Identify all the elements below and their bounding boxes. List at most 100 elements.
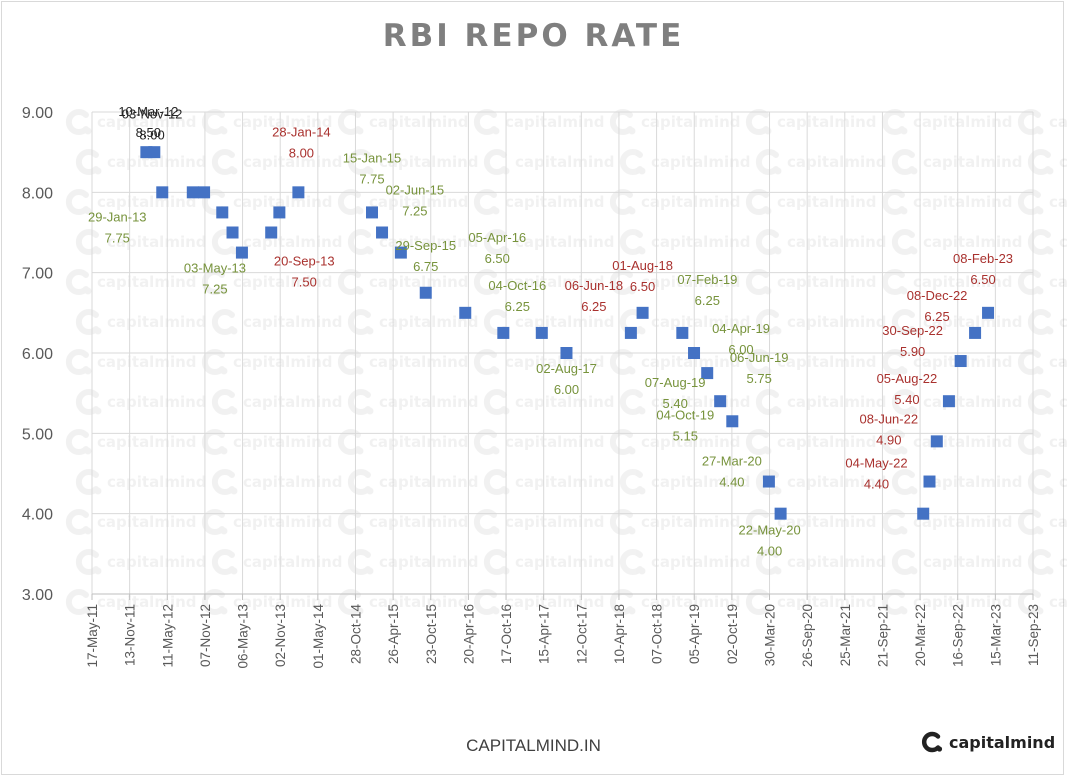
svg-text:capitalmind: capitalmind <box>243 393 343 411</box>
svg-text:capitalmind: capitalmind <box>787 553 887 571</box>
watermark-tile: capitalmind <box>65 109 197 135</box>
svg-text:capitalmind: capitalmind <box>243 233 343 251</box>
watermark-tile: capitalmind <box>347 389 479 415</box>
svg-text:capitalmind: capitalmind <box>505 433 605 451</box>
watermark-tile: capitalmind <box>75 549 207 575</box>
data-point-marker <box>292 186 305 199</box>
watermark-tile: capitalmind <box>881 109 1013 135</box>
svg-text:capitalmind: capitalmind <box>641 513 741 531</box>
svg-text:capitalmind: capitalmind <box>505 593 605 611</box>
data-label-date: 02-Jun-15 <box>386 183 445 198</box>
data-label-value: 6.50 <box>630 279 655 294</box>
data-point-marker <box>226 226 239 239</box>
svg-text:capitalmind: capitalmind <box>505 353 605 371</box>
data-label-date: 29-Jan-13 <box>88 209 147 224</box>
data-point-marker <box>273 206 286 219</box>
svg-text:capitalmind: capitalmind <box>1049 273 1067 291</box>
watermark-tile: capitalmind <box>473 589 605 615</box>
watermark-tile: capitalmind <box>755 149 887 175</box>
svg-text:capitalmind: capitalmind <box>107 553 207 571</box>
data-point-marker <box>624 326 637 339</box>
watermark-tile: capitalmind <box>609 189 741 215</box>
data-point-marker <box>930 435 943 448</box>
data-label: 04-May-22 4.40 <box>845 456 907 492</box>
watermark-tile: capitalmind <box>65 589 197 615</box>
svg-text:capitalmind: capitalmind <box>515 553 615 571</box>
data-label-value: 7.25 <box>402 204 427 219</box>
data-label-value: 4.40 <box>864 477 889 492</box>
chart-title: RBI REPO RATE <box>382 18 685 54</box>
watermark-tile: capitalmind <box>337 589 469 615</box>
svg-text:capitalmind: capitalmind <box>923 233 1023 251</box>
watermark-tile: capitalmind <box>347 149 479 175</box>
svg-text:capitalmind: capitalmind <box>651 313 751 331</box>
data-label-value: 6.50 <box>970 272 995 287</box>
data-label-date: 04-Oct-19 <box>656 407 714 422</box>
data-label-date: 05-Apr-16 <box>468 230 526 245</box>
svg-text:capitalmind: capitalmind <box>777 433 877 451</box>
x-tick-label: 15-Apr-17 <box>537 604 552 664</box>
data-point-marker <box>265 226 278 239</box>
data-label: 15-Jan-15 7.75 <box>343 150 402 186</box>
svg-text:capitalmind: capitalmind <box>243 553 343 571</box>
data-label: 01-Aug-18 6.50 <box>612 258 673 294</box>
watermark-tile: capitalmind <box>65 429 197 455</box>
data-point-marker <box>376 226 389 239</box>
data-label: 20-Sep-13 7.50 <box>274 254 335 290</box>
svg-text:capitalmind: capitalmind <box>369 433 469 451</box>
watermark-tile: capitalmind <box>745 429 877 455</box>
svg-text:capitalmind: capitalmind <box>641 593 741 611</box>
watermark-tile: capitalmind <box>483 229 615 255</box>
svg-text:capitalmind: capitalmind <box>97 433 197 451</box>
axis-layer: 3.00 4.00 5.00 6.00 7.00 8.00 9.00 17-May-11 13-… <box>22 105 1041 669</box>
svg-text:capitalmind: capitalmind <box>379 233 479 251</box>
data-label-value: 5.40 <box>894 392 919 407</box>
data-point-marker <box>216 206 229 219</box>
watermark-tile: capitalmind <box>211 549 343 575</box>
svg-text:capitalmind: capitalmind <box>369 353 469 371</box>
x-tick-label: 01-May-14 <box>311 604 326 669</box>
svg-text:capitalmind: capitalmind <box>777 113 877 131</box>
watermark-tile: capitalmind <box>347 549 479 575</box>
data-point-marker <box>636 306 649 319</box>
data-label: 04-Apr-19 6.00 <box>712 321 770 357</box>
data-label-date: 06-Jun-18 <box>565 278 624 293</box>
watermark-tile: capitalmind <box>211 389 343 415</box>
data-label: 29-Jan-13 7.75 <box>88 209 147 245</box>
watermark-tile: capitalmind <box>619 149 751 175</box>
data-label-value: 4.00 <box>757 544 782 559</box>
data-label: 04-Oct-16 6.25 <box>488 278 546 314</box>
svg-text:capitalmind: capitalmind <box>777 353 877 371</box>
watermark-tile: capitalmind <box>65 189 197 215</box>
svg-text:capitalmind: capitalmind <box>505 513 605 531</box>
watermark-tile: capitalmind <box>1027 389 1067 415</box>
data-label-date: 03-Nov-12 <box>122 106 183 121</box>
x-tick-label: 26-Sep-20 <box>800 604 815 667</box>
data-label-value: 6.25 <box>924 309 949 324</box>
svg-text:capitalmind: capitalmind <box>379 473 479 491</box>
data-label-value: 6.00 <box>728 342 753 357</box>
svg-text:capitalmind: capitalmind <box>641 273 741 291</box>
data-label: 02-Aug-17 6.00 <box>536 361 597 397</box>
data-point-marker <box>923 475 936 488</box>
data-label-date: 03-May-13 <box>184 261 246 276</box>
data-point-marker <box>459 306 472 319</box>
watermark-tile: capitalmind <box>337 429 469 455</box>
svg-text:capitalmind: capitalmind <box>777 513 877 531</box>
watermark-tile: capitalmind <box>1027 229 1067 255</box>
svg-text:capitalmind: capitalmind <box>1059 313 1067 331</box>
data-label: 27-Mar-20 4.40 <box>702 454 762 490</box>
watermark-tile: capitalmind <box>75 149 207 175</box>
marker-layer <box>140 146 995 520</box>
data-point-marker <box>198 186 211 199</box>
x-tick-label: 06-May-13 <box>236 604 251 669</box>
watermark-tile: capitalmind <box>65 269 197 295</box>
svg-text:capitalmind: capitalmind <box>641 433 741 451</box>
grid-layer <box>91 111 1034 595</box>
data-label-date: 08-Jun-22 <box>860 411 919 426</box>
svg-text:capitalmind: capitalmind <box>107 393 207 411</box>
svg-text:capitalmind: capitalmind <box>1059 393 1067 411</box>
x-tick-label: 17-Oct-16 <box>499 604 514 664</box>
x-tick-label: 26-Apr-15 <box>386 604 401 664</box>
data-label-date: 29-Sep-15 <box>395 238 456 253</box>
